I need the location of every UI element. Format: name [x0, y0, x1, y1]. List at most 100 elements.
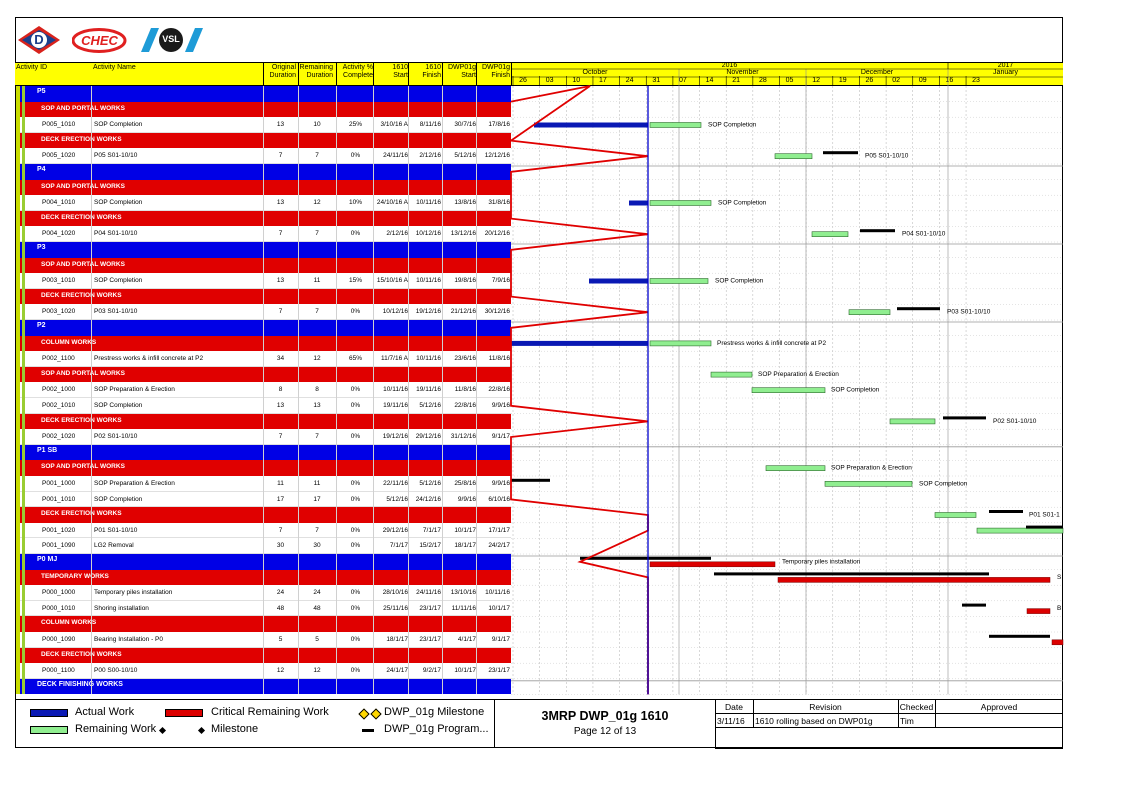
week-label: 14 [705, 77, 714, 84]
group-label[interactable]: P1 SB [37, 446, 58, 454]
remaining-work-bar[interactable] [649, 278, 709, 284]
table-row[interactable] [20, 273, 511, 289]
table-row[interactable] [20, 523, 511, 539]
table-row[interactable] [20, 351, 511, 367]
table-row[interactable] [20, 382, 511, 398]
table-row[interactable] [20, 492, 511, 508]
finish-date: 24/12/16 [415, 495, 441, 503]
remaining-duration: 12 [313, 355, 321, 363]
actual-work-bar[interactable] [511, 340, 648, 346]
section-label[interactable]: DECK ERECTION WORKS [41, 135, 122, 143]
remaining-work-bar[interactable] [649, 122, 702, 128]
actual-work-bar[interactable] [589, 278, 648, 284]
section-label[interactable]: DECK ERECTION WORKS [41, 510, 122, 518]
dwp-program-bar[interactable] [714, 572, 989, 576]
header-orig-dur-line2: Duration [269, 72, 296, 79]
section-label[interactable]: SOP AND PORTAL WORKS [41, 369, 125, 377]
remaining-work-bar[interactable] [649, 200, 712, 206]
dwp-program-bar[interactable] [511, 478, 550, 482]
remaining-work-bar[interactable] [934, 512, 977, 518]
critical-remaining-bar[interactable] [1026, 608, 1051, 614]
dwp-program-bar[interactable] [1026, 525, 1063, 529]
critical-remaining-bar[interactable] [649, 561, 776, 568]
table-row[interactable] [20, 538, 511, 554]
activity-id: P000_1090 [42, 636, 76, 643]
dwp-program-bar[interactable] [962, 603, 986, 607]
group-label[interactable]: P0 MJ [37, 556, 58, 563]
remaining-work-bar[interactable] [976, 527, 1064, 534]
remaining-work-bar[interactable] [710, 371, 753, 378]
section-band [20, 647, 511, 664]
logo-d-text: D [34, 32, 44, 47]
group-label[interactable]: P3 [37, 244, 46, 251]
activity-id: P001_1090 [42, 542, 76, 550]
table-row[interactable] [20, 585, 511, 601]
dwp-program-bar[interactable] [943, 416, 986, 420]
dwp-finish-date: 9/1/17 [491, 636, 510, 643]
title-block-divider [715, 699, 716, 748]
section-label[interactable]: SOP AND PORTAL WORKS [41, 104, 125, 112]
dwp-program-bar[interactable] [989, 634, 1050, 638]
original-duration: 13 [276, 277, 285, 285]
percent-complete: 0% [350, 526, 361, 534]
table-row[interactable] [20, 429, 511, 445]
remaining-work-bar[interactable] [848, 309, 891, 316]
table-row[interactable] [20, 117, 511, 133]
section-label[interactable]: DECK ERECTION WORKS [41, 291, 122, 299]
section-label[interactable]: DECK ERECTION WORKS [41, 213, 122, 221]
start-date: 24/11/16 [383, 152, 408, 160]
week-label: 17 [599, 77, 607, 84]
actual-work-bar[interactable] [629, 200, 648, 206]
remaining-work-bar[interactable] [765, 465, 826, 472]
dwp-finish-date: 9/9/16 [491, 480, 510, 487]
month-label: December [860, 69, 894, 76]
remaining-work-bar[interactable] [774, 153, 813, 159]
group-label[interactable]: P5 [37, 88, 46, 95]
table-row[interactable] [20, 632, 511, 648]
group-label[interactable]: P2 [37, 322, 46, 329]
critical-remaining-bar[interactable] [777, 577, 1051, 583]
group-label[interactable]: DECK FINISHING WORKS [37, 680, 123, 688]
section-band [20, 335, 511, 352]
table-row[interactable] [20, 195, 511, 211]
dwp-program-bar[interactable] [823, 151, 858, 155]
activity-name: Bearing Installation - P0 [94, 636, 164, 643]
dwp-finish-date: 10/11/16 [485, 589, 510, 597]
revision-header: Revision [809, 702, 842, 712]
section-label[interactable]: SOP AND PORTAL WORKS [41, 260, 125, 268]
dwp-start-date: 19/8/16 [454, 277, 476, 285]
dwp-program-bar[interactable] [989, 510, 1023, 513]
remaining-work-bar[interactable] [889, 418, 936, 425]
section-label[interactable]: SOP AND PORTAL WORKS [41, 463, 125, 471]
remaining-work-bar[interactable] [811, 231, 849, 237]
legend-program-icon [362, 729, 374, 732]
group-label[interactable]: P4 [37, 166, 46, 173]
section-label[interactable]: DECK ERECTION WORKS [41, 416, 122, 424]
section-label[interactable]: TEMPORARY WORKS [41, 572, 109, 580]
remaining-work-bar[interactable] [649, 340, 712, 347]
table-row[interactable] [20, 663, 511, 679]
section-label[interactable]: COLUMN WORKS [41, 338, 97, 346]
dwp-program-bar[interactable] [580, 556, 711, 560]
section-label[interactable]: SOP AND PORTAL WORKS [41, 182, 125, 190]
section-label[interactable]: DECK ERECTION WORKS [41, 650, 122, 658]
critical-remaining-bar[interactable] [1051, 639, 1064, 646]
table-row[interactable] [20, 601, 511, 617]
remaining-work-bar[interactable] [824, 480, 913, 487]
dwp-finish-date: 9/1/17 [491, 433, 510, 441]
table-row[interactable] [20, 226, 511, 242]
section-label[interactable]: COLUMN WORKS [41, 619, 97, 627]
table-row[interactable] [20, 476, 511, 492]
activity-name: P04 S01-10/10 [94, 230, 138, 238]
original-duration: 13 [276, 402, 285, 409]
remaining-work-bar[interactable] [751, 387, 826, 394]
section-band [20, 257, 511, 274]
actual-work-bar[interactable] [534, 122, 648, 128]
dwp-program-bar[interactable] [860, 229, 895, 233]
legend-swatch-remaining [30, 726, 68, 734]
bar-label: SOP Completion [708, 122, 757, 129]
table-row[interactable] [20, 304, 511, 320]
table-row[interactable] [20, 148, 511, 164]
table-row[interactable] [20, 398, 511, 414]
dwp-program-bar[interactable] [897, 307, 940, 311]
